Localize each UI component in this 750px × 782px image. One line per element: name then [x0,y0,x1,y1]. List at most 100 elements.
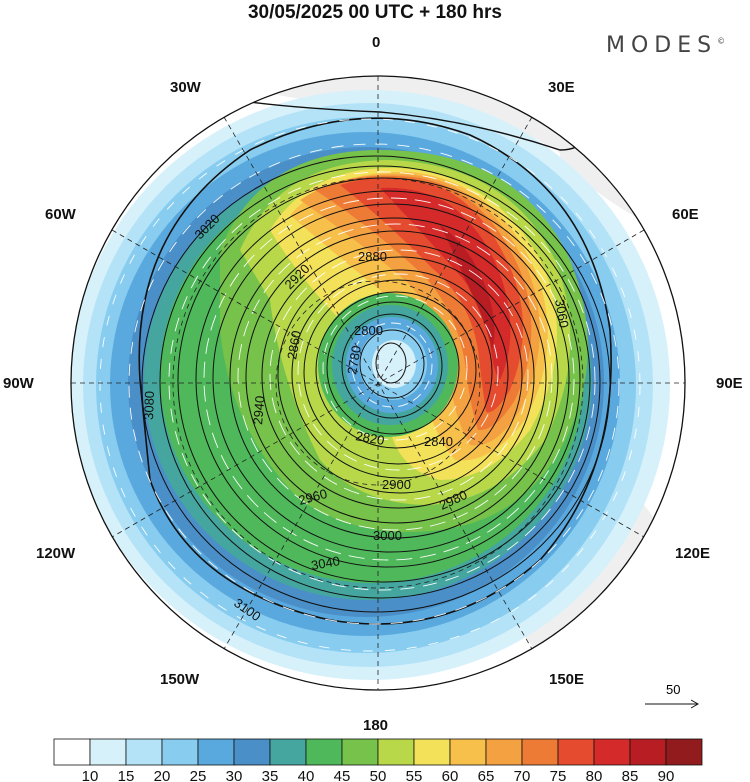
colorbar-swatch [413,738,451,766]
shade-band [372,340,416,388]
wind-arrow-ring [322,295,468,441]
colorbar-swatch [161,738,199,766]
lon-label-150e: 150E [549,671,585,688]
contour-label: 2840 [424,434,453,449]
lon-label-0: 0 [372,34,381,51]
colorbar-label: 50 [370,768,387,782]
colorbar-swatch [377,738,415,766]
colorbar-labels: 10 15 20 25 30 35 40 45 50 55 60 65 70 75 80 85 90 [82,768,675,782]
colorbar-label: 15 [118,768,135,782]
wind-arrow-ring [99,118,641,652]
colorbar-label: 25 [190,768,207,782]
colorbar-label: 30 [226,768,243,782]
contour-label: 2780 [344,344,364,375]
lon-label-120w: 120W [36,545,76,562]
graticule [71,76,685,690]
contour-label: 2940 [250,395,267,425]
colorbar-label: 45 [334,768,351,782]
colorbar-swatch [269,738,307,766]
shade-bands [71,90,670,680]
wind-arrow-ring [168,171,596,591]
map-title: 30/05/2025 00 UTC + 180 hrs [247,2,503,23]
contour-label: 3040 [310,553,341,573]
colorbar-label: 10 [82,768,99,782]
contour-label: 3060 [552,298,572,329]
lon-label-60e: 60E [672,206,699,223]
wind-arrow-ring [269,249,529,501]
colorbar-swatch [449,738,487,766]
wind-arrows [99,118,641,652]
contour-label: 2960 [297,486,329,508]
brand-name: MODES [606,33,718,58]
colorbar-swatch [197,738,235,766]
wind-arrow-ring [203,197,575,561]
colorbar-swatch [125,738,163,766]
contour-line [159,165,601,599]
contour-line [375,342,407,384]
contour-line [359,329,425,399]
colorbar-swatch [305,738,343,766]
lon-label-150w: 150W [160,671,200,688]
colorbar-swatch [593,738,631,766]
contour-line [212,203,570,553]
latitude-circle [172,177,584,589]
contour-line [341,313,443,419]
reference-vector-label: 50 [666,682,680,697]
colorbar-label: 40 [298,768,315,782]
colorbar-swatch [557,738,595,766]
colorbar-label: 65 [478,768,495,782]
colorbar-label: 20 [154,768,171,782]
wind-speed-shading [71,76,685,690]
lon-label-30e: 30E [548,79,575,96]
contour-line [229,217,559,539]
reference-vector: 50 [645,682,700,709]
contour-line [326,301,460,435]
contour-line [277,256,523,494]
contour-label: 3000 [373,528,402,543]
lon-label-30w: 30W [170,79,201,96]
contour-line [195,190,581,568]
colorbar: 10 15 20 25 30 35 40 45 50 55 60 65 70 75 80 85 90 [53,738,703,782]
contour-line [218,76,588,151]
contour-label: 2820 [354,428,385,448]
colorbar-label: 75 [550,768,567,782]
contour-label: 2880 [358,249,387,264]
colorbar-swatch [485,738,523,766]
meridian-line [111,229,645,538]
map-boundary [70,75,686,691]
colorbar-label: 80 [586,768,603,782]
contour-line [177,177,591,583]
brand-logo: MODES© [606,33,725,58]
colorbar-label: 85 [622,768,639,782]
contour-line [303,279,493,465]
wind-arrow-ring [128,143,620,625]
colorbar-label: 60 [442,768,459,782]
colorbar-label: 55 [406,768,423,782]
colorbar-swatch [233,738,271,766]
contour-line [315,291,477,449]
colorbar-swatch [665,738,703,766]
shade-band [380,187,511,380]
latitude-circle [275,280,481,486]
colorbar-label: 70 [514,768,531,782]
colorbar-swatch [341,738,379,766]
copyright-mark: © [717,36,726,46]
contour-label: 2900 [382,477,411,492]
shade-band [440,225,495,350]
contour-label: 2800 [354,323,383,338]
colorbar-label: 90 [658,768,675,782]
lon-label-60w: 60W [45,206,76,223]
lon-label-90e: 90E [716,375,743,392]
contour-label: 3080 [141,391,157,420]
lon-label-180: 180 [363,717,389,734]
contour-label: 2860 [284,329,304,360]
contour-line [245,230,547,524]
wind-arrow-ring [237,223,553,531]
colorbar-label: 35 [262,768,279,782]
contour-line [291,269,509,479]
wind-arrow-ring [297,273,499,471]
lon-label-90w: 90W [3,375,34,392]
colorbar-swatches [53,738,703,766]
reference-arrow-head [690,699,700,709]
